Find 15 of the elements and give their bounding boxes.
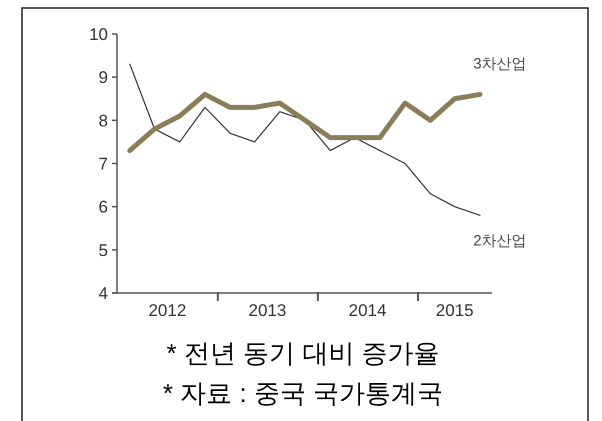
- x-tick-label: 2013: [248, 301, 286, 320]
- y-tick-label: 10: [89, 25, 108, 44]
- y-tick-label: 8: [98, 111, 108, 130]
- text: * 전년 동기 대비 증가율: [166, 338, 440, 368]
- x-tick-label: 2014: [348, 301, 386, 320]
- y-tick-label: 4: [98, 284, 108, 303]
- text: * 자료 : 중국 국가통계국: [162, 378, 444, 408]
- x-tick-label: 2015: [436, 301, 474, 320]
- series-label: 3차산업: [473, 55, 527, 72]
- series-label: 2차산업: [473, 232, 527, 250]
- y-tick-label: 9: [98, 68, 108, 88]
- y-tick-label: 7: [98, 154, 108, 174]
- x-tick-label: 2012: [148, 301, 186, 320]
- y-tick-label: 5: [98, 240, 108, 260]
- y-tick-label: 6: [98, 198, 108, 217]
